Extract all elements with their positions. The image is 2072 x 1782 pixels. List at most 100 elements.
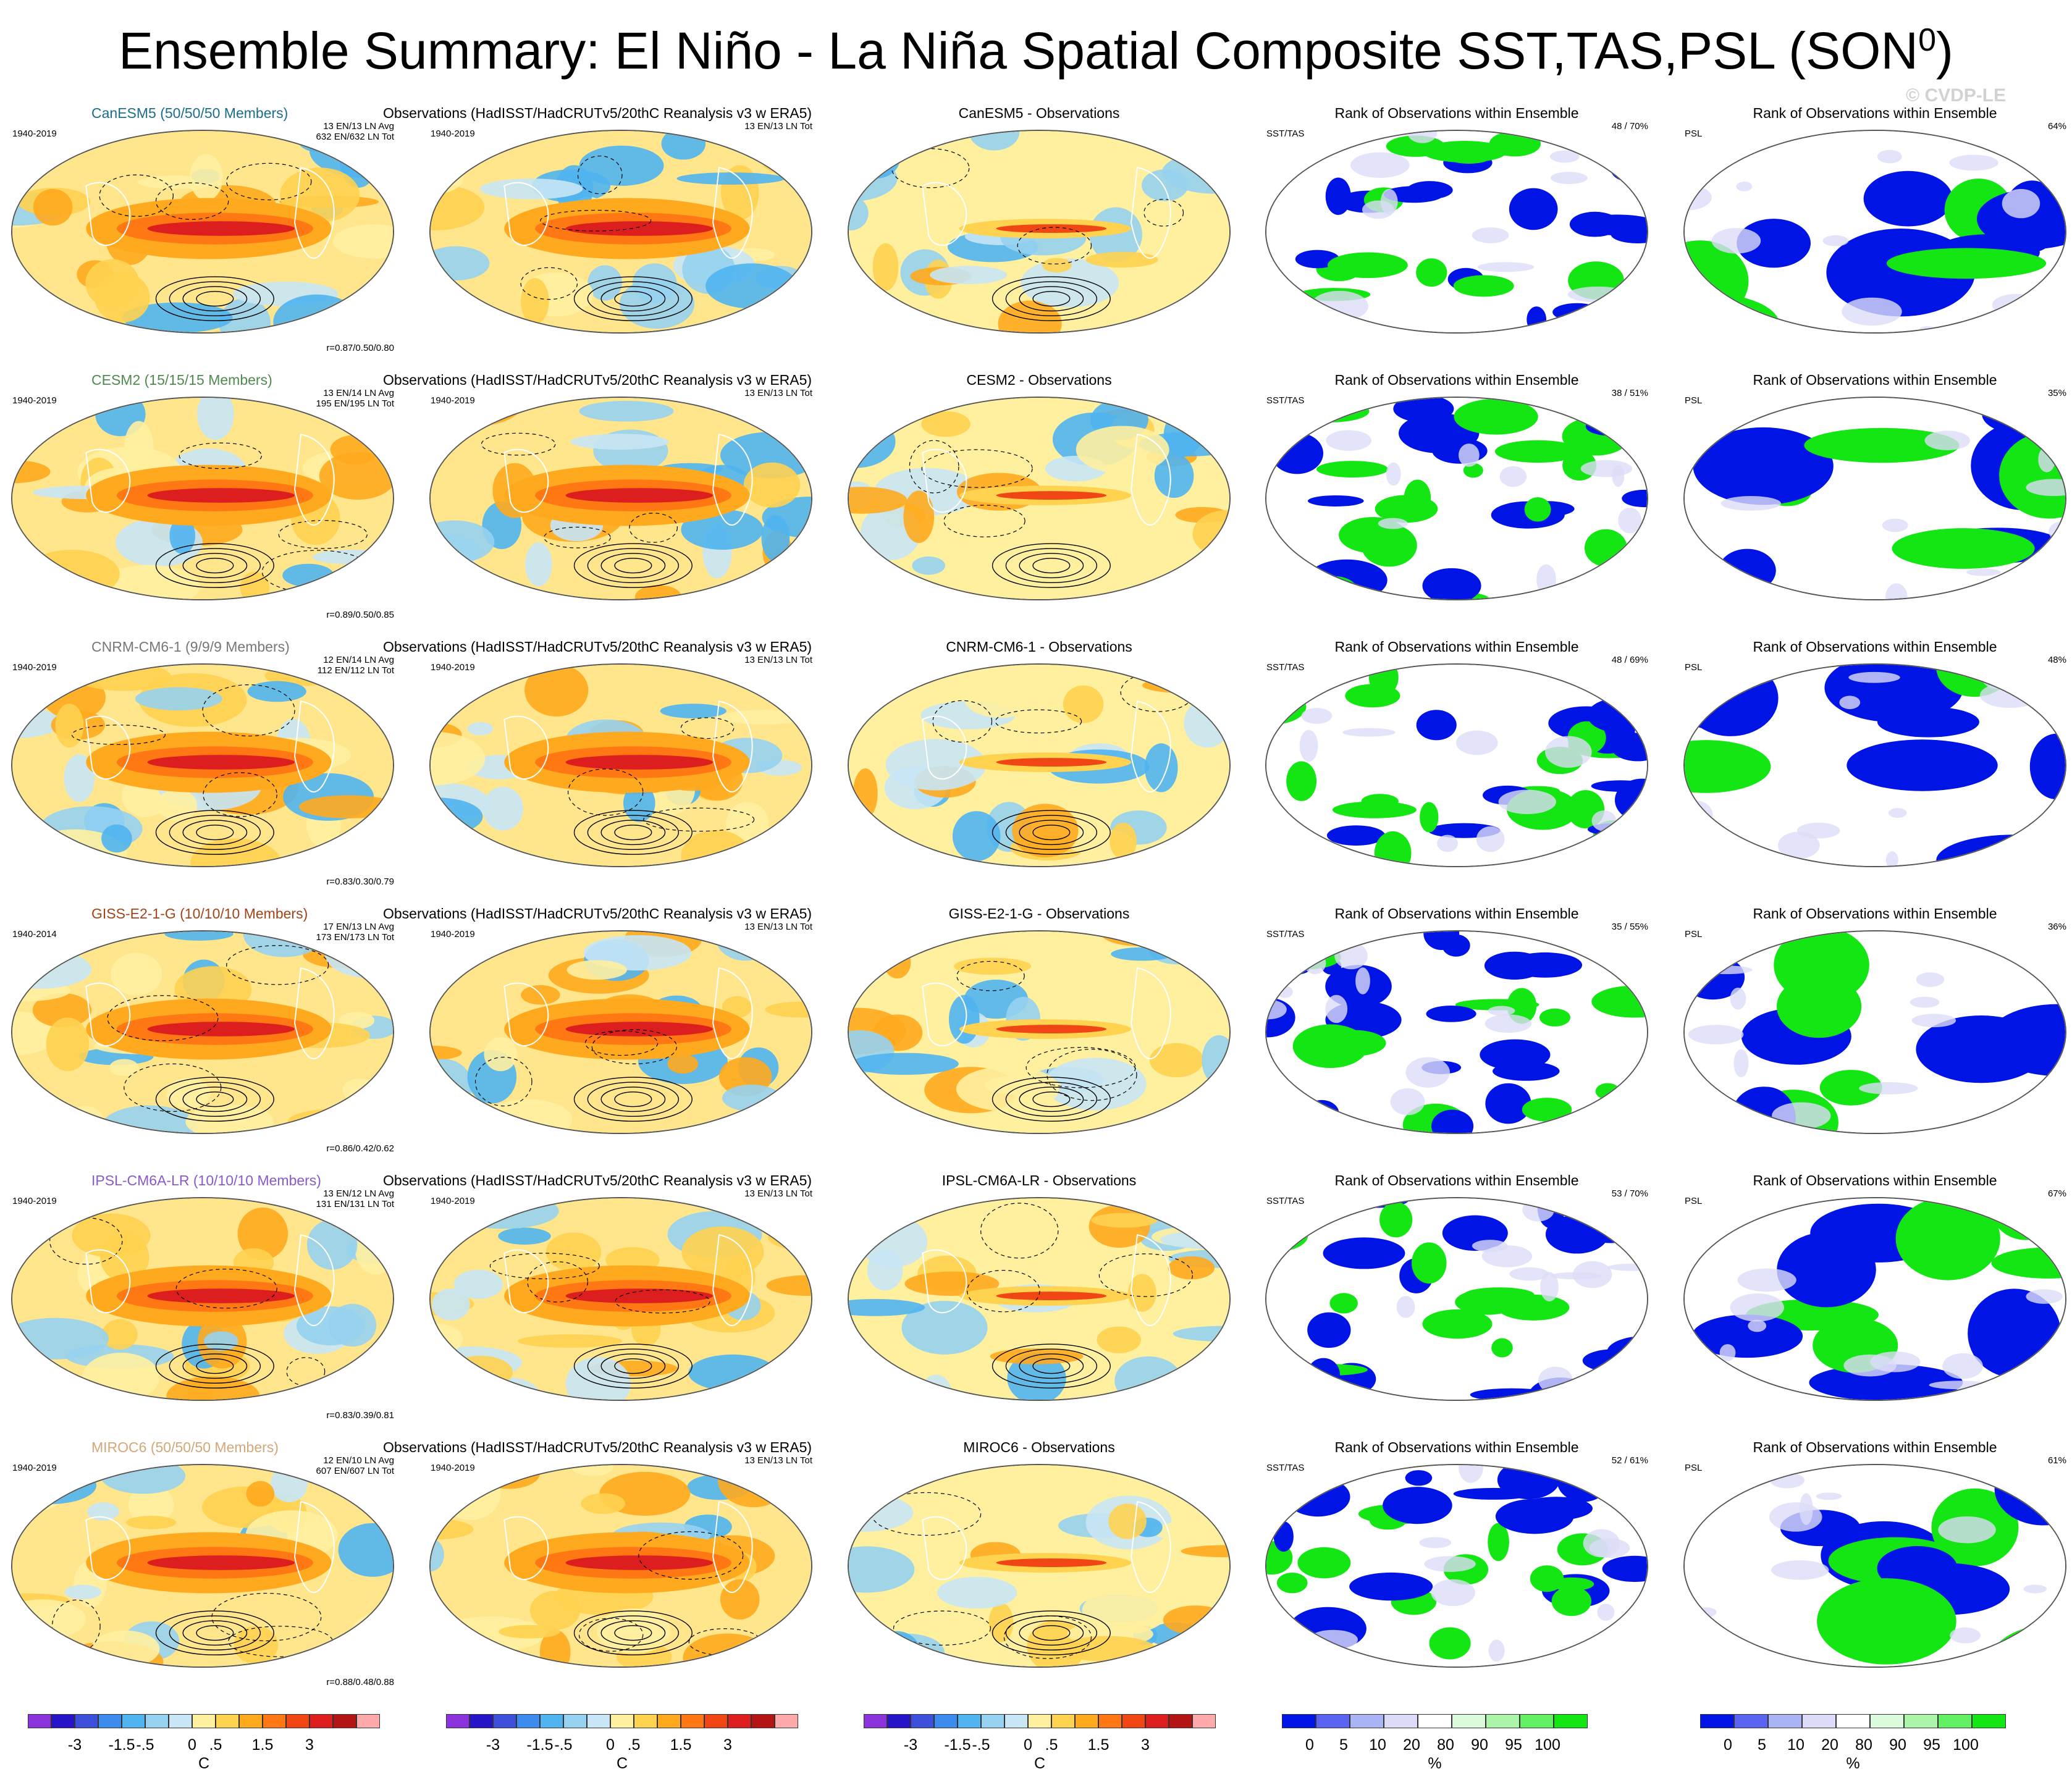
colorbar-tick-label: -1.5 [944, 1736, 971, 1754]
colorbar-box [958, 1714, 981, 1728]
panel-right-label: 38 / 51% [1612, 388, 1648, 398]
map-frame [1265, 1197, 1648, 1401]
colorbar-box [1972, 1714, 2006, 1728]
temperature-map [12, 665, 393, 866]
panel-title: Rank of Observations within Ensemble [1753, 906, 1997, 922]
colorbar-tick-label: 80 [1437, 1736, 1454, 1754]
correlation-label: r=0.83/0.39/0.81 [326, 1410, 394, 1421]
colorbar-box [864, 1714, 887, 1728]
colorbar-tick-label: -.5 [554, 1736, 573, 1754]
colorbar-box [1028, 1714, 1051, 1728]
map-frame [429, 930, 812, 1134]
colorbar-box [587, 1714, 610, 1728]
model-panel: r=0.88/0.48/0.88 MIROC6 (50/50/50 Members… [11, 1439, 394, 1692]
rank-psl-panel: Rank of Observations within EnsemblePSL3… [1683, 906, 2066, 1159]
rank-psl-panel: Rank of Observations within EnsemblePSL6… [1683, 105, 2066, 358]
colorbar-tick-label: 0 [188, 1736, 196, 1754]
temperature-map [431, 1465, 811, 1666]
colorbar-box [1836, 1714, 1870, 1728]
panel-title: Rank of Observations within Ensemble [1753, 639, 1997, 655]
colorbar-unit: C [1034, 1755, 1046, 1772]
panel-right-label-line: 52 / 61% [1611, 1455, 1648, 1466]
rank-map [1685, 931, 2065, 1133]
temperature-map [12, 1465, 393, 1666]
panel-title: Rank of Observations within Ensemble [1753, 372, 1997, 388]
panel-right-label: 35 / 55% [1612, 922, 1648, 932]
temperature-map [849, 131, 1229, 332]
colorbar-box [1486, 1714, 1520, 1728]
colorbar-box [145, 1714, 169, 1728]
panel-right-label-line: 64% [2047, 121, 2066, 132]
rank-sst-panel: Rank of Observations within EnsembleSST/… [1265, 1172, 1648, 1426]
rank-sst-panel: Rank of Observations within EnsembleSST/… [1265, 105, 1648, 358]
colorbar-box [1004, 1714, 1028, 1728]
panel-title: MIROC6 (50/50/50 Members) [91, 1439, 279, 1455]
obs-panel: Observations (HadISST/HadCRUTv5/20thC Re… [383, 1172, 812, 1426]
colorbar-box [1452, 1714, 1486, 1728]
rank-map [1266, 131, 1647, 332]
panel-right-label-line: 17 EN/13 LN Avg [323, 922, 394, 932]
colorbar-box [1122, 1714, 1145, 1728]
map-frame [1683, 1464, 2066, 1668]
panel-title: CESM2 - Observations [966, 372, 1112, 388]
map-frame [429, 1464, 812, 1668]
colorbar-tick-label: .5 [209, 1736, 222, 1754]
colorbar-tick-label: 90 [1471, 1736, 1488, 1754]
colorbar-tick-label: 10 [1369, 1736, 1386, 1754]
temperature-map [431, 1198, 811, 1400]
colorbar-box [98, 1714, 122, 1728]
colorbar-tick-label: -3 [903, 1736, 918, 1754]
colorbar-box [470, 1714, 493, 1728]
temperature-map [431, 398, 811, 599]
rank-map [1685, 398, 2065, 599]
colorbar-box [610, 1714, 634, 1728]
panel-title: Rank of Observations within Ensemble [1334, 105, 1579, 121]
model-panel: r=0.83/0.39/0.81 IPSL-CM6A-LR (10/10/10 M… [11, 1172, 394, 1426]
panel-title: CanESM5 (50/50/50 Members) [91, 105, 288, 121]
map-frame [11, 397, 394, 600]
colorbar-box [934, 1714, 958, 1728]
colorbar-tick-label: 1.5 [251, 1736, 274, 1754]
colorbar-tick-label: -.5 [972, 1736, 990, 1754]
map-frame [1683, 930, 2066, 1134]
correlation-label: r=0.89/0.50/0.85 [326, 610, 394, 620]
model-panel: r=0.83/0.30/0.79 CNRM-CM6-1 (9/9/9 Member… [11, 639, 394, 892]
panel-title: Observations (HadISST/HadCRUTv5/20thC Re… [383, 1172, 812, 1188]
colorbar-tick-label: 95 [1923, 1736, 1940, 1754]
map-frame [848, 663, 1231, 867]
panel-title: Rank of Observations within Ensemble [1753, 1172, 1997, 1188]
panel-title: Rank of Observations within Ensemble [1334, 1172, 1579, 1188]
panel-right-label: 67% [2048, 1188, 2066, 1199]
panel-title: Rank of Observations within Ensemble [1334, 906, 1579, 922]
panel-title: Observations (HadISST/HadCRUTv5/20thC Re… [383, 372, 812, 388]
colorbar-box [122, 1714, 145, 1728]
colorbar-tick-label: 3 [723, 1736, 732, 1754]
panel-right-label-line: 35% [2047, 388, 2066, 398]
colorbar-tick-label: -1.5 [108, 1736, 135, 1754]
rank-map [1685, 1198, 2065, 1400]
colorbar-box [216, 1714, 239, 1728]
panel-right-label-line: 67% [2047, 1188, 2066, 1199]
rank-map [1266, 931, 1647, 1133]
panel-right-label: 13 EN/13 LN Tot [744, 1188, 812, 1199]
colorbar-unit: % [1846, 1755, 1860, 1772]
colorbar-tick-label: -3 [67, 1736, 82, 1754]
colorbar-box [1938, 1714, 1972, 1728]
map-frame [11, 130, 394, 334]
colorbar-tick-label: 3 [305, 1736, 314, 1754]
panel-right-label-line: 61% [2047, 1455, 2066, 1466]
colorbar-box [1734, 1714, 1768, 1728]
colorbar-box [28, 1714, 51, 1728]
map-frame [848, 1464, 1231, 1668]
obs-panel: Observations (HadISST/HadCRUTv5/20thC Re… [383, 1439, 812, 1692]
colorbar-tick-label: 0 [606, 1736, 615, 1754]
map-frame [11, 1197, 394, 1401]
temperature-map [849, 1465, 1229, 1666]
colorbar-tick-label: 95 [1505, 1736, 1522, 1754]
rank-sst-panel: Rank of Observations within EnsembleSST/… [1265, 906, 1648, 1159]
panel-title: Observations (HadISST/HadCRUTv5/20thC Re… [383, 1439, 812, 1455]
map-frame [1265, 663, 1648, 867]
map-frame [11, 930, 394, 1134]
temperature-map [12, 931, 393, 1133]
map-frame [429, 1197, 812, 1401]
